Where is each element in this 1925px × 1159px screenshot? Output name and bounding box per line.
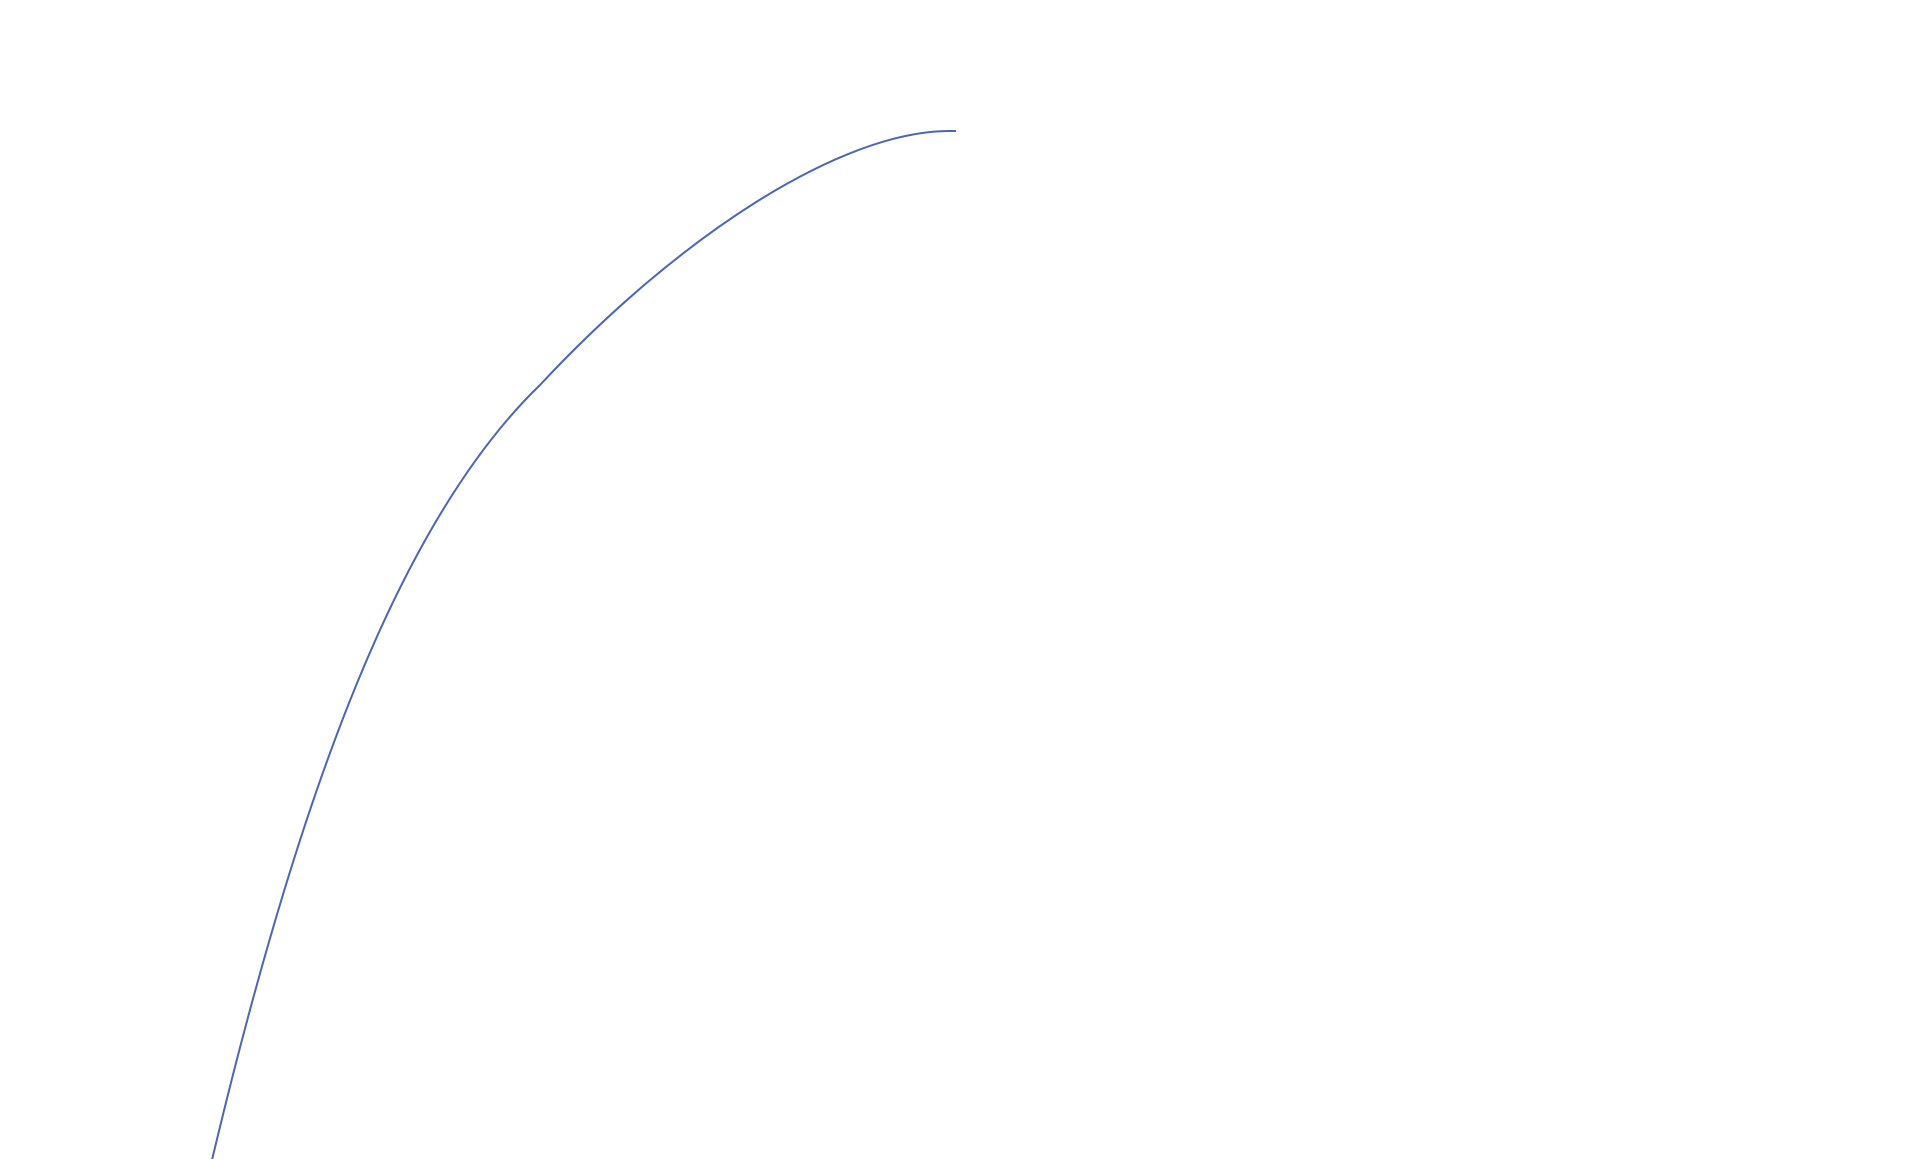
series-line — [211, 130, 956, 1159]
